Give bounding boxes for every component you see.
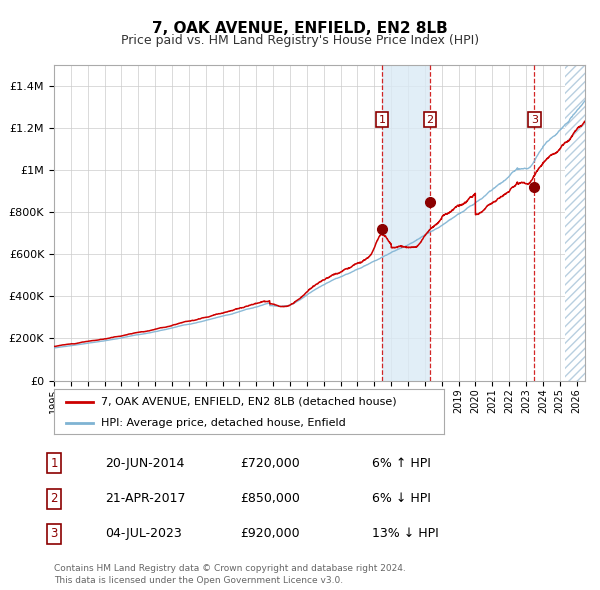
Text: 3: 3 <box>50 527 58 540</box>
Text: 7, OAK AVENUE, ENFIELD, EN2 8LB: 7, OAK AVENUE, ENFIELD, EN2 8LB <box>152 21 448 35</box>
Text: 2: 2 <box>427 114 433 124</box>
Text: 1: 1 <box>50 457 58 470</box>
Text: Contains HM Land Registry data © Crown copyright and database right 2024.
This d: Contains HM Land Registry data © Crown c… <box>54 565 406 585</box>
Bar <box>382 65 430 381</box>
Text: 13% ↓ HPI: 13% ↓ HPI <box>372 527 439 540</box>
Text: 04-JUL-2023: 04-JUL-2023 <box>105 527 182 540</box>
Text: 6% ↑ HPI: 6% ↑ HPI <box>372 457 431 470</box>
Text: Price paid vs. HM Land Registry's House Price Index (HPI): Price paid vs. HM Land Registry's House … <box>121 34 479 47</box>
Text: 1: 1 <box>379 114 386 124</box>
Text: £720,000: £720,000 <box>240 457 300 470</box>
Text: £850,000: £850,000 <box>240 492 300 505</box>
Text: HPI: Average price, detached house, Enfield: HPI: Average price, detached house, Enfi… <box>101 418 346 428</box>
Text: 20-JUN-2014: 20-JUN-2014 <box>105 457 184 470</box>
Text: 2: 2 <box>50 492 58 505</box>
Text: 6% ↓ HPI: 6% ↓ HPI <box>372 492 431 505</box>
Text: £920,000: £920,000 <box>240 527 299 540</box>
Text: 21-APR-2017: 21-APR-2017 <box>105 492 185 505</box>
Bar <box>565 33 585 381</box>
Text: 7, OAK AVENUE, ENFIELD, EN2 8LB (detached house): 7, OAK AVENUE, ENFIELD, EN2 8LB (detache… <box>101 397 397 407</box>
Text: 3: 3 <box>531 114 538 124</box>
